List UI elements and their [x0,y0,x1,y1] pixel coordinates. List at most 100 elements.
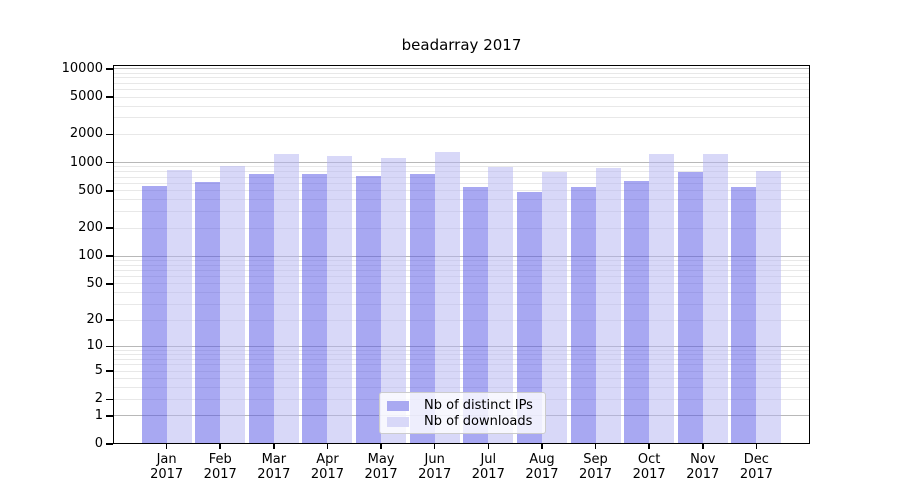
x-month-text: May [367,452,395,467]
legend-label-downloads: Nb of downloads [424,414,533,429]
gridline-minor [113,319,810,321]
bar-distinct-ips-sep [570,186,596,444]
x-month-label-jun: Jun 2017 [403,452,467,482]
x-month-label-aug: Aug 2017 [510,452,574,482]
y-tick-mark [106,319,113,321]
gridline-minor [113,269,810,271]
x-year-text: 2017 [686,467,720,482]
y-tick-label: 100 [78,248,103,264]
x-tick-mark [433,444,436,449]
gridline-minor [113,199,810,201]
y-tick-label: 20 [86,312,103,327]
gridline-minor [113,259,810,261]
bar-distinct-ips-nov [677,171,703,444]
x-month-text: Aug [529,452,555,467]
x-month-label-may: May 2017 [349,452,413,482]
x-tick-mark [380,444,382,449]
gridline-major [113,162,810,164]
x-month-label-nov: Nov 2017 [671,452,735,482]
gridline-minor [113,354,810,355]
x-month-label-mar: Mar 2017 [242,452,306,482]
chart-title: beadarray 2017 [401,36,522,54]
x-month-text: Jan [156,452,177,467]
gridline-minor [113,105,810,107]
x-month-label-oct: Oct 2017 [617,452,681,482]
y-tick-label: 2 [94,391,103,407]
y-tick-label: 10 [86,338,103,354]
y-tick-label: 2000 [69,126,103,142]
x-month-label-dec: Dec 2017 [724,452,788,482]
bar-downloads-mar [273,153,299,444]
y-tick-label: 1000 [69,154,103,170]
x-month-label-jan: Jan 2017 [135,452,199,482]
x-year-text: 2017 [471,467,505,482]
x-month-label-feb: Feb 2017 [188,452,252,482]
gridline-minor [113,133,810,135]
gridline-minor [113,77,810,79]
gridline-minor [113,72,810,74]
x-month-text: Feb [208,452,232,467]
x-month-text: Jun [424,452,445,467]
x-month-label-sep: Sep 2017 [564,452,628,482]
x-year-text: 2017 [257,467,291,482]
gridline-minor [113,283,810,285]
x-tick-mark [219,444,221,449]
gridline-minor [113,303,810,305]
y-tick-mark [106,398,113,400]
gridline-minor [113,292,810,294]
bar-distinct-ips-jan [141,186,167,444]
x-month-text: Jul [480,452,497,467]
x-year-text: 2017 [632,467,666,482]
y-tick-mark [106,345,113,348]
y-tick-mark [106,227,113,229]
x-year-text: 2017 [310,467,344,482]
gridline-minor [113,117,810,119]
y-tick-mark [106,68,113,70]
gridline-minor [113,89,810,91]
x-year-text: 2017 [203,467,237,482]
legend-swatch-downloads [387,416,409,427]
gridline-minor [113,96,810,98]
legend-swatch-distinct-ips [387,400,409,411]
gridline-major [113,345,810,347]
y-tick-label: 0 [94,436,103,451]
x-tick-mark [487,444,490,449]
x-tick-mark [755,444,758,449]
gridline-minor [113,264,810,266]
x-year-text: 2017 [418,467,452,482]
bar-downloads-apr [327,155,353,444]
x-year-text: 2017 [578,467,613,482]
gridline-minor [113,364,810,366]
x-tick-mark [541,444,543,449]
y-tick-mark [106,96,113,98]
x-tick-mark [165,444,168,449]
x-year-text: 2017 [150,467,184,482]
bar-downloads-dec [756,171,782,444]
y-tick-mark [106,283,113,285]
legend-box: Nb of distinct IPs Nb of downloads [379,392,546,434]
gridline-minor [113,227,810,229]
y-tick-mark [106,255,113,257]
legend-item-downloads: Nb of downloads [387,414,538,429]
y-tick-label: 5 [94,363,103,379]
y-tick-mark [106,190,113,192]
bar-distinct-ips-mar [248,174,274,444]
y-tick-mark [106,161,113,164]
y-tick-label: 50 [86,275,103,291]
x-year-text: 2017 [739,467,773,482]
x-month-text: Dec [743,452,769,467]
gridline-minor [113,377,810,379]
y-tick-label: 10000 [61,60,103,76]
x-year-text: 2017 [525,467,559,482]
x-tick-mark [326,444,329,449]
x-tick-mark [273,444,275,449]
gridline-major [113,68,810,70]
bar-distinct-ips-may [356,175,382,444]
legend-label-distinct-ips: Nb of distinct IPs [424,398,533,413]
gridline-minor [113,276,810,278]
x-month-label-jul: Jul 2017 [456,452,520,482]
bar-downloads-oct [649,154,675,444]
x-tick-mark [648,444,650,449]
x-month-label-apr: Apr 2017 [295,452,359,482]
